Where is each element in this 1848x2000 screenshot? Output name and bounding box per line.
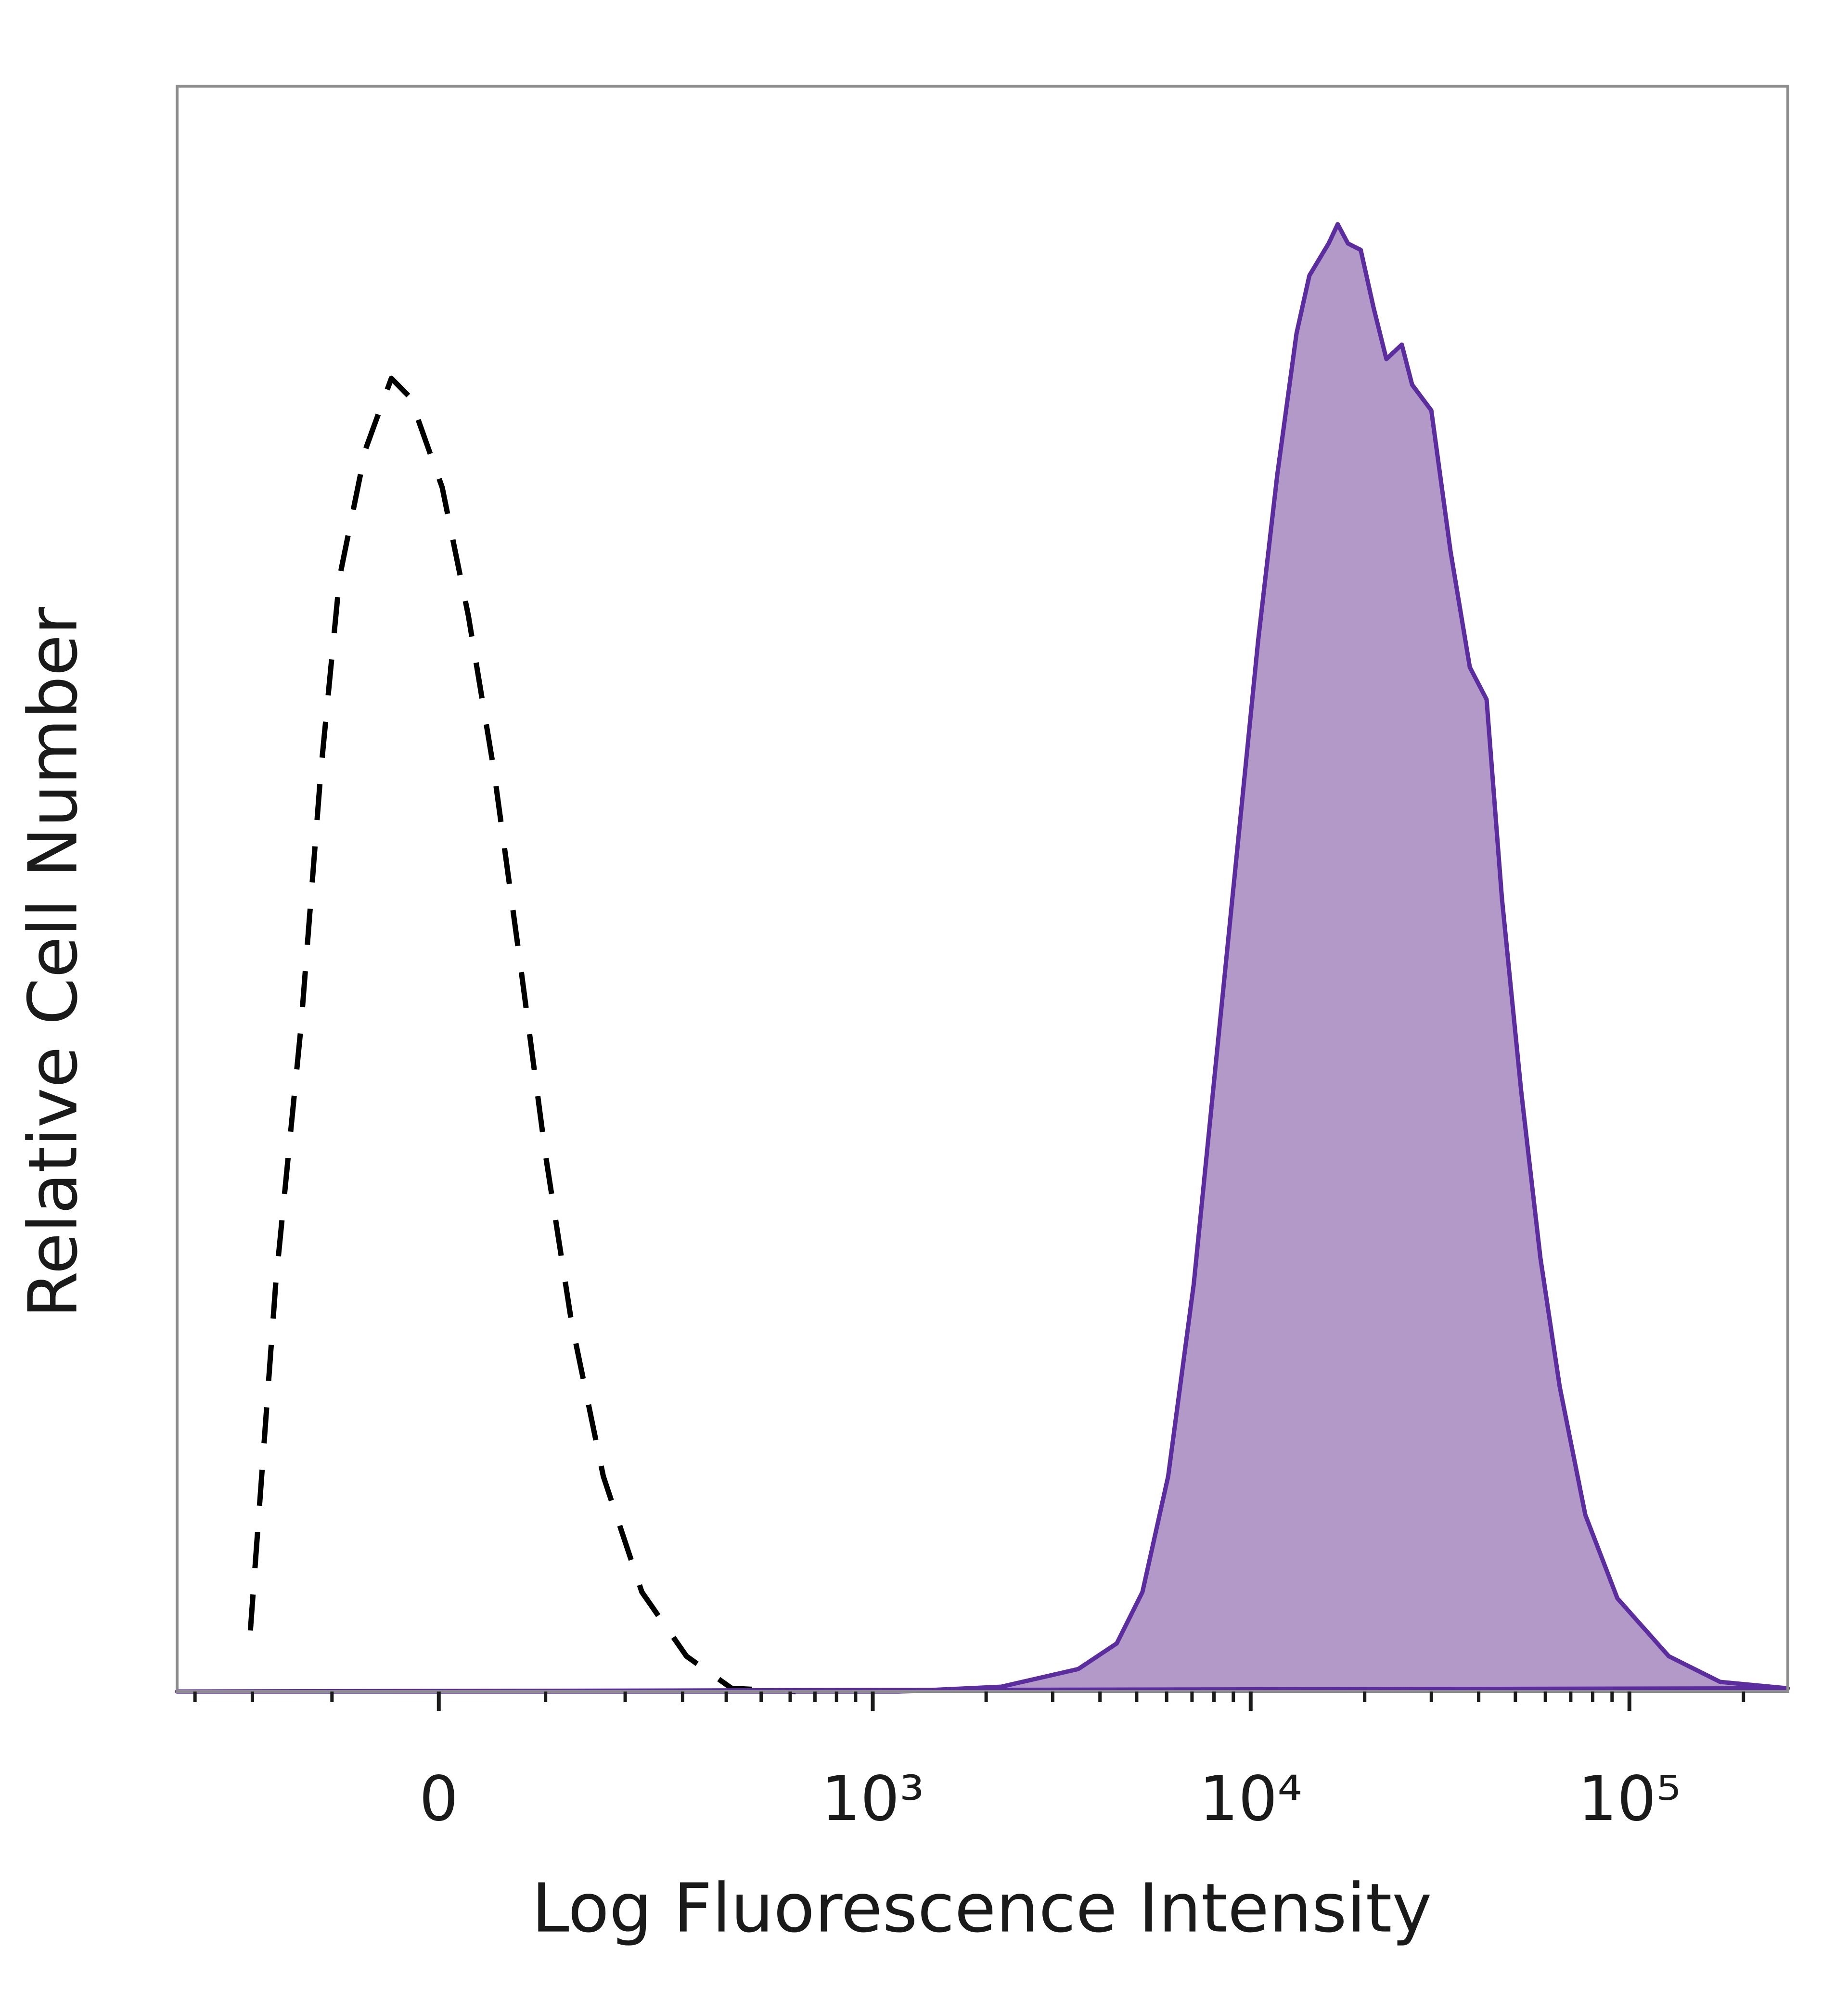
x-tick-label: 10³ xyxy=(821,1763,924,1835)
dashed-histogram xyxy=(247,375,796,1694)
x-axis-label: Log Fluorescence Intensity xyxy=(532,1870,1432,1948)
y-axis-label: Relative Cell Number xyxy=(14,607,93,1318)
x-tick-label: 0 xyxy=(419,1763,458,1835)
x-tick-label: 10⁵ xyxy=(1578,1763,1681,1835)
x-tick-label: 10⁴ xyxy=(1199,1763,1302,1835)
plot-frame xyxy=(176,85,1789,1693)
filled-histogram xyxy=(175,222,1790,1694)
